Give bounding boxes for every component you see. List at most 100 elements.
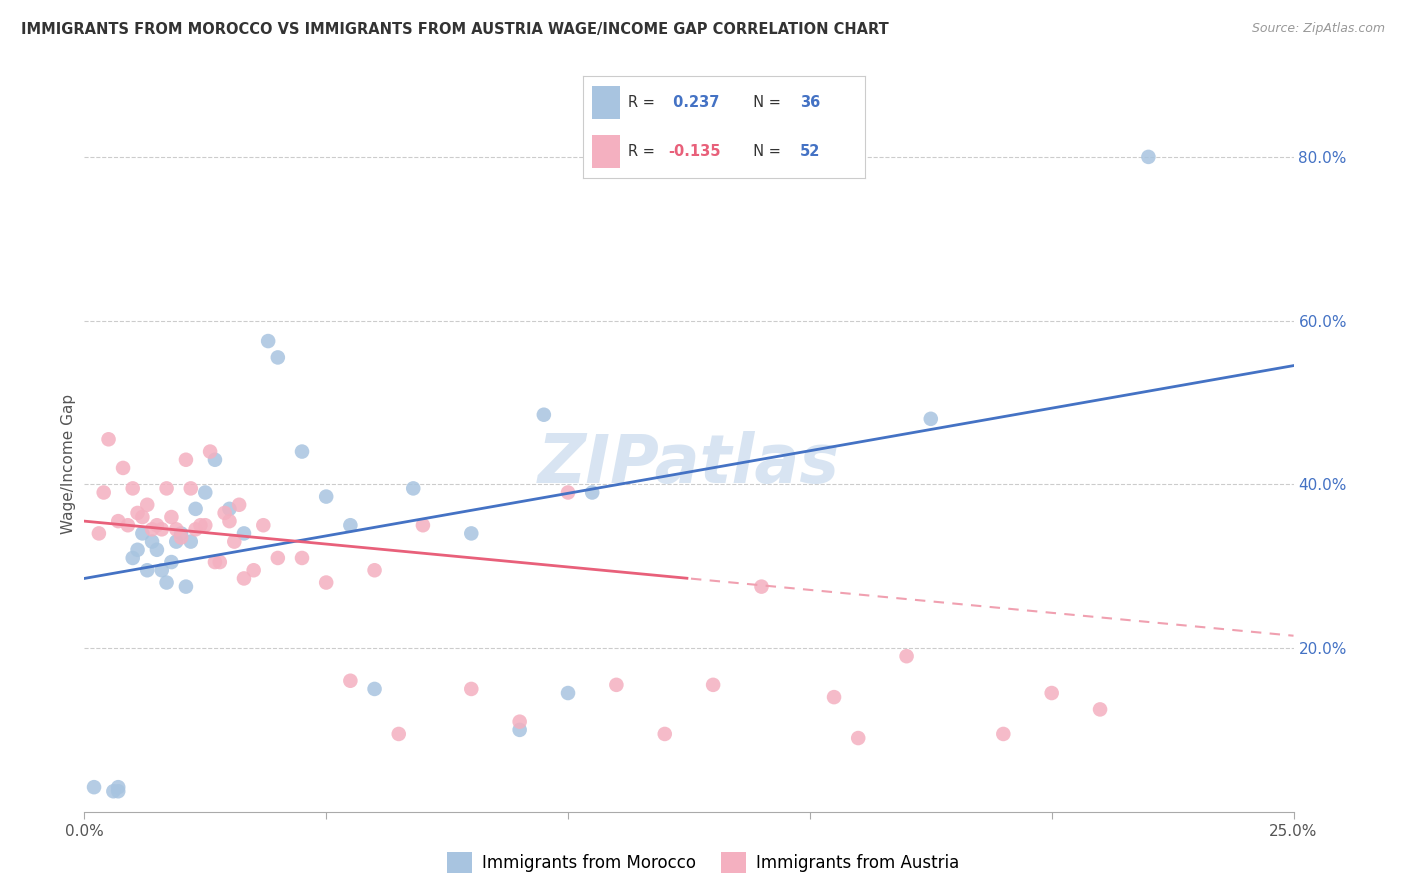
- Point: [218, 501, 240, 516]
- Text: -0.135: -0.135: [668, 145, 720, 160]
- Point: [107, 514, 129, 528]
- Text: R =: R =: [628, 145, 659, 160]
- Text: N =: N =: [744, 145, 786, 160]
- Point: [190, 518, 212, 533]
- Point: [557, 686, 579, 700]
- Point: [150, 522, 173, 536]
- Point: [581, 485, 603, 500]
- Point: [131, 510, 153, 524]
- Text: Source: ZipAtlas.com: Source: ZipAtlas.com: [1251, 22, 1385, 36]
- Point: [165, 522, 187, 536]
- Point: [136, 498, 159, 512]
- Point: [107, 780, 129, 794]
- Point: [228, 498, 250, 512]
- Point: [339, 673, 361, 688]
- Text: IMMIGRANTS FROM MOROCCO VS IMMIGRANTS FROM AUSTRIA WAGE/INCOME GAP CORRELATION C: IMMIGRANTS FROM MOROCCO VS IMMIGRANTS FR…: [21, 22, 889, 37]
- Point: [165, 534, 187, 549]
- Point: [533, 408, 555, 422]
- Point: [315, 575, 337, 590]
- Point: [204, 555, 226, 569]
- Point: [184, 501, 207, 516]
- Point: [339, 518, 361, 533]
- Point: [127, 542, 149, 557]
- Point: [117, 518, 139, 533]
- Text: 0.237: 0.237: [668, 95, 720, 110]
- Point: [605, 678, 627, 692]
- Point: [291, 444, 314, 458]
- Point: [155, 575, 177, 590]
- Point: [83, 780, 105, 794]
- Point: [751, 580, 773, 594]
- Point: [194, 518, 217, 533]
- Text: ZIPatlas: ZIPatlas: [538, 431, 839, 497]
- Text: N =: N =: [744, 95, 786, 110]
- Point: [141, 522, 163, 536]
- Point: [257, 334, 280, 348]
- Point: [194, 485, 217, 500]
- FancyBboxPatch shape: [592, 87, 620, 119]
- Point: [180, 482, 202, 496]
- Point: [121, 551, 143, 566]
- Point: [184, 522, 207, 536]
- Point: [121, 482, 143, 496]
- Point: [112, 461, 135, 475]
- Point: [131, 526, 153, 541]
- Point: [146, 542, 169, 557]
- Point: [214, 506, 236, 520]
- Point: [557, 485, 579, 500]
- Point: [180, 534, 202, 549]
- Point: [87, 526, 110, 541]
- Point: [460, 681, 482, 696]
- Point: [363, 681, 385, 696]
- Point: [174, 452, 197, 467]
- Point: [233, 571, 256, 585]
- Point: [141, 534, 163, 549]
- Point: [1137, 150, 1160, 164]
- Point: [155, 482, 177, 496]
- Point: [654, 727, 676, 741]
- Point: [993, 727, 1015, 741]
- Point: [170, 531, 193, 545]
- Text: 52: 52: [800, 145, 820, 160]
- Point: [896, 649, 918, 664]
- Point: [846, 731, 869, 745]
- Point: [150, 563, 173, 577]
- Point: [1040, 686, 1063, 700]
- Point: [402, 482, 425, 496]
- Point: [93, 485, 115, 500]
- Point: [1088, 702, 1111, 716]
- Point: [509, 723, 531, 737]
- Point: [388, 727, 411, 741]
- FancyBboxPatch shape: [592, 136, 620, 168]
- Point: [412, 518, 434, 533]
- Point: [107, 784, 129, 798]
- Point: [233, 526, 256, 541]
- Point: [208, 555, 231, 569]
- Point: [160, 510, 183, 524]
- Point: [460, 526, 482, 541]
- Point: [267, 551, 290, 566]
- Point: [315, 490, 337, 504]
- Point: [160, 555, 183, 569]
- Point: [242, 563, 264, 577]
- Point: [170, 526, 193, 541]
- Point: [146, 518, 169, 533]
- Point: [509, 714, 531, 729]
- Point: [267, 351, 290, 365]
- Point: [103, 784, 125, 798]
- Point: [198, 444, 221, 458]
- Text: R =: R =: [628, 95, 659, 110]
- Point: [97, 432, 120, 446]
- Point: [823, 690, 845, 705]
- Text: 36: 36: [800, 95, 820, 110]
- Point: [224, 534, 246, 549]
- Point: [702, 678, 724, 692]
- Point: [252, 518, 274, 533]
- Point: [127, 506, 149, 520]
- Point: [174, 580, 197, 594]
- Point: [291, 551, 314, 566]
- Point: [136, 563, 159, 577]
- Y-axis label: Wage/Income Gap: Wage/Income Gap: [60, 393, 76, 534]
- Legend: Immigrants from Morocco, Immigrants from Austria: Immigrants from Morocco, Immigrants from…: [440, 846, 966, 880]
- Point: [920, 412, 942, 426]
